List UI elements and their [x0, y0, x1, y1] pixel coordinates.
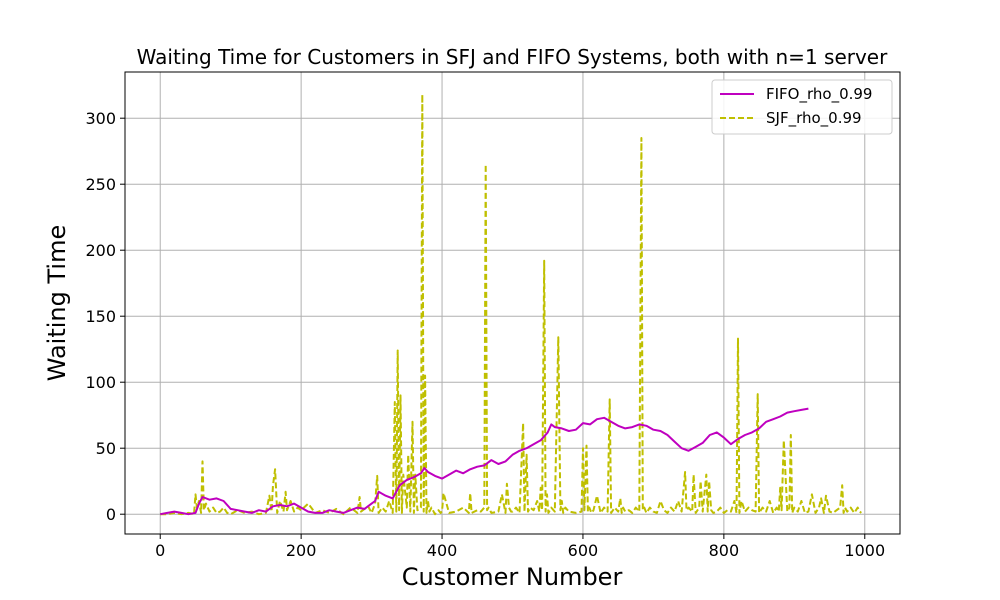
x-tick-label: 600: [568, 541, 599, 560]
grid-lines: [125, 72, 900, 534]
y-tick-label: 50: [96, 439, 116, 458]
plot-area: [125, 72, 900, 534]
y-tick-label: 150: [85, 307, 116, 326]
legend-label-sjf: SJF_rho_0.99: [766, 109, 862, 128]
legend: FIFO_rho_0.99 SJF_rho_0.99: [711, 79, 893, 135]
legend-box: [711, 79, 893, 135]
y-tick-label: 250: [85, 175, 116, 194]
y-axis-title: Waiting Time: [43, 225, 71, 381]
y-tick-label: 200: [85, 241, 116, 260]
y-tick-label: 0: [106, 505, 116, 524]
x-tick-label: 1000: [844, 541, 885, 560]
y-tick-label: 300: [85, 109, 116, 128]
chart-title: Waiting Time for Customers in SFJ and FI…: [137, 45, 888, 69]
x-tick-label: 0: [155, 541, 165, 560]
fifo-series-line: [160, 407, 809, 516]
series-layer: [160, 93, 862, 516]
x-tick-label: 200: [286, 541, 317, 560]
legend-label-fifo: FIFO_rho_0.99: [766, 85, 872, 104]
y-tick-label: 100: [85, 373, 116, 392]
x-tick-label: 800: [709, 541, 740, 560]
axis-ticks: 0 200 400 600 800 1000 0 50 100 150 200 250 300: [85, 109, 885, 560]
plot-frame: [124, 71, 901, 535]
x-axis-title: Customer Number: [402, 563, 623, 591]
x-tick-label: 400: [427, 541, 458, 560]
